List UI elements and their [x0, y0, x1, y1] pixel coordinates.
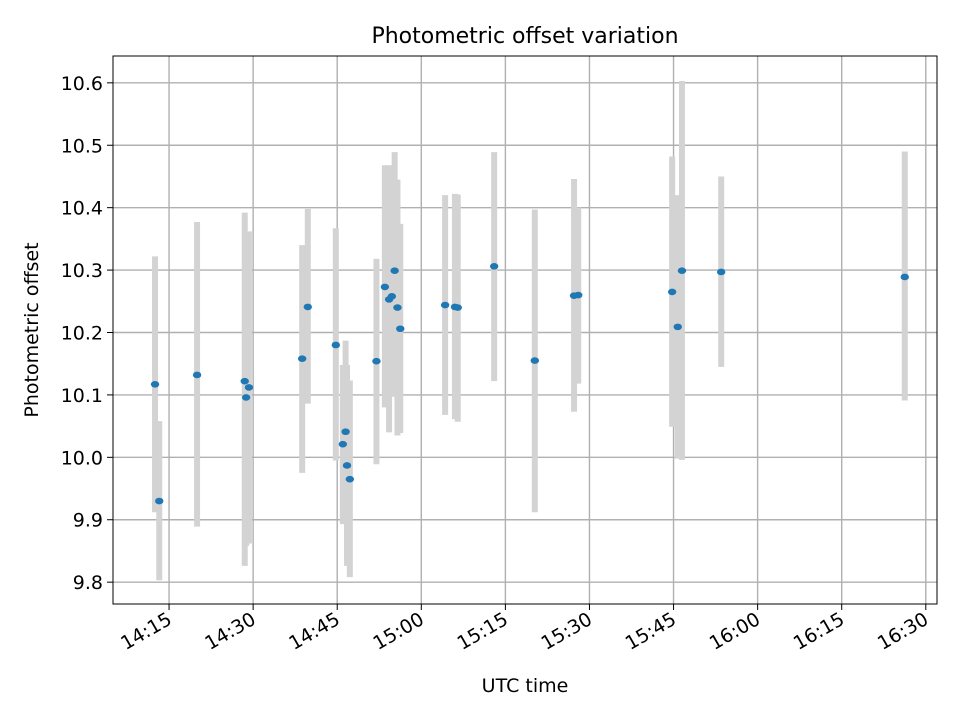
data-point — [716, 268, 726, 276]
data-point — [530, 357, 540, 364]
y-tick-label: 10.2 — [61, 322, 103, 344]
data-point — [297, 355, 307, 363]
data-point — [150, 381, 160, 388]
data-point — [331, 341, 341, 349]
data-point — [440, 301, 450, 309]
data-point — [900, 273, 909, 281]
data-point — [387, 292, 397, 300]
data-point — [241, 394, 251, 401]
y-tick-label: 9.9 — [73, 510, 103, 532]
chart-title: Photometric offset variation — [371, 24, 678, 49]
data-point — [244, 384, 254, 391]
data-point — [673, 323, 682, 331]
data-point — [345, 475, 355, 483]
data-point — [390, 267, 399, 275]
y-tick-label: 10.1 — [61, 385, 103, 407]
data-point — [342, 462, 352, 469]
y-tick-label: 10.3 — [61, 260, 103, 282]
data-point — [393, 304, 402, 311]
data-point — [192, 371, 202, 379]
data-point — [303, 303, 312, 311]
data-point — [396, 325, 405, 333]
data-point — [453, 304, 462, 311]
data-point — [667, 288, 677, 296]
y-axis-ticks: 9.8 9.9 10.0 10.1 10.2 10.3 10.4 10.5 10.6 — [61, 73, 113, 594]
data-point — [240, 377, 249, 385]
data-point — [372, 357, 381, 365]
data-point — [341, 428, 350, 436]
data-point — [155, 497, 164, 505]
y-tick-label: 10.4 — [61, 198, 103, 220]
data-point — [677, 267, 687, 275]
y-axis-label: Photometric offset — [21, 242, 43, 417]
data-point — [489, 263, 499, 270]
data-point — [380, 283, 390, 291]
y-tick-label: 9.8 — [73, 572, 103, 594]
data-points — [150, 263, 909, 505]
data-point — [574, 291, 583, 299]
data-point — [338, 440, 348, 448]
y-tick-label: 10.6 — [61, 73, 103, 95]
y-tick-label: 10.0 — [61, 447, 103, 469]
y-tick-label: 10.5 — [61, 135, 103, 157]
plot-frame — [112, 55, 938, 605]
x-axis-label: UTC time — [482, 675, 569, 697]
